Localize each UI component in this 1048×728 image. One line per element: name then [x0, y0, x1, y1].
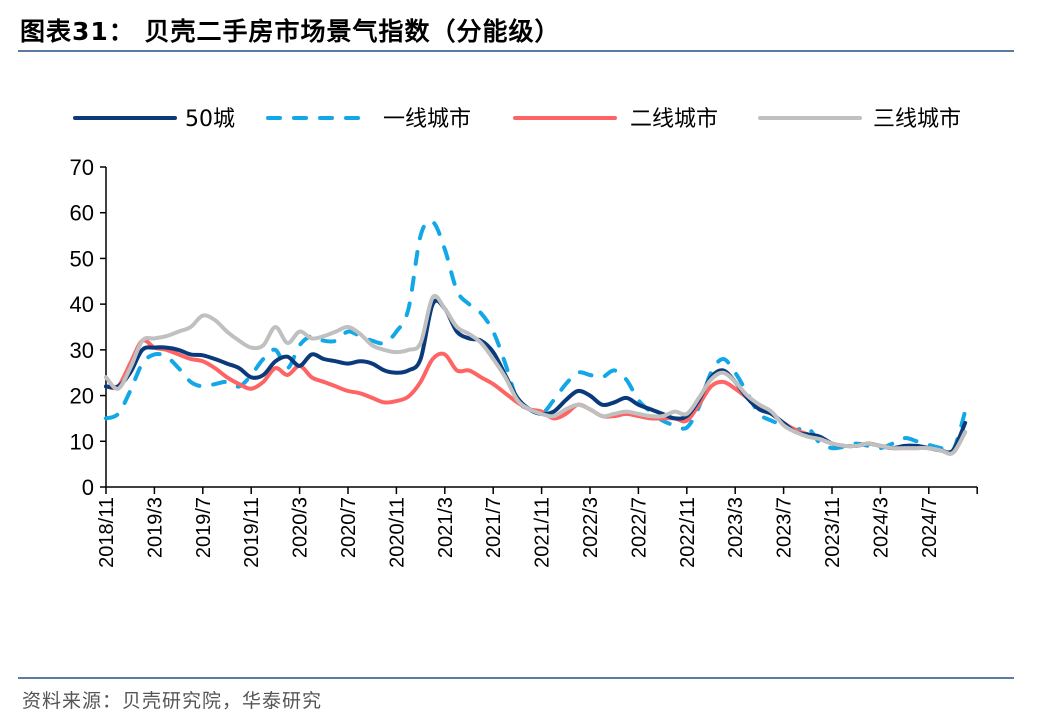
axes: 0 10 20 30 40 50 60 70 2018/11 2019/3 2019/7 2019/1…: [70, 155, 978, 568]
y-tick-label: 30: [70, 338, 94, 363]
y-tick-label: 70: [70, 155, 94, 180]
x-tick-label: 2020/11: [386, 497, 408, 568]
y-tick-label: 40: [70, 292, 94, 317]
x-tick-label: 2022/3: [580, 497, 602, 558]
legend-label: 一线城市: [383, 107, 471, 132]
legend: 50城 一线城市 二线城市 三线城市: [73, 107, 961, 132]
x-tick-label: 2018/11: [96, 497, 118, 568]
x-tick-label: 2023/11: [822, 497, 844, 568]
y-tick-label: 0: [82, 475, 94, 500]
series-line-0: [104, 298, 968, 455]
series-line-2: [104, 338, 968, 456]
x-tick-label: 2024/3: [870, 497, 892, 558]
legend-label: 三线城市: [873, 107, 961, 132]
chart-title: 图表31： 贝壳二手房市场景气指数（分能级）: [20, 17, 561, 46]
x-tick-label: 2021/7: [483, 497, 505, 558]
x-tick-label: 2022/7: [628, 497, 650, 558]
y-tick-label: 60: [70, 201, 94, 226]
x-tick-label: 2022/11: [677, 497, 699, 568]
footer-divider: [18, 677, 1014, 679]
x-tick-label: 2021/3: [435, 497, 457, 558]
y-tick-label: 50: [70, 246, 94, 271]
x-tick-label: 2020/3: [290, 497, 312, 558]
x-tick-label: 2019/3: [144, 497, 166, 558]
legend-label: 50城: [185, 107, 235, 132]
y-tick-label: 10: [70, 429, 94, 454]
series-line-3: [104, 293, 968, 456]
header-divider: [18, 50, 1014, 52]
x-tick-label: 2020/7: [338, 497, 360, 558]
x-tick-label: 2019/11: [241, 497, 263, 568]
legend-label: 二线城市: [630, 107, 718, 132]
y-tick-label: 20: [70, 384, 94, 409]
source-note: 资料来源：贝壳研究院，华泰研究: [22, 690, 323, 712]
series-lines: [104, 219, 968, 456]
x-tick-label: 2023/3: [725, 497, 747, 558]
x-tick-label: 2021/11: [532, 497, 554, 568]
x-tick-label: 2023/7: [774, 497, 796, 558]
x-tick-label: 2019/7: [193, 497, 215, 558]
x-tick-label: 2024/7: [919, 497, 941, 558]
